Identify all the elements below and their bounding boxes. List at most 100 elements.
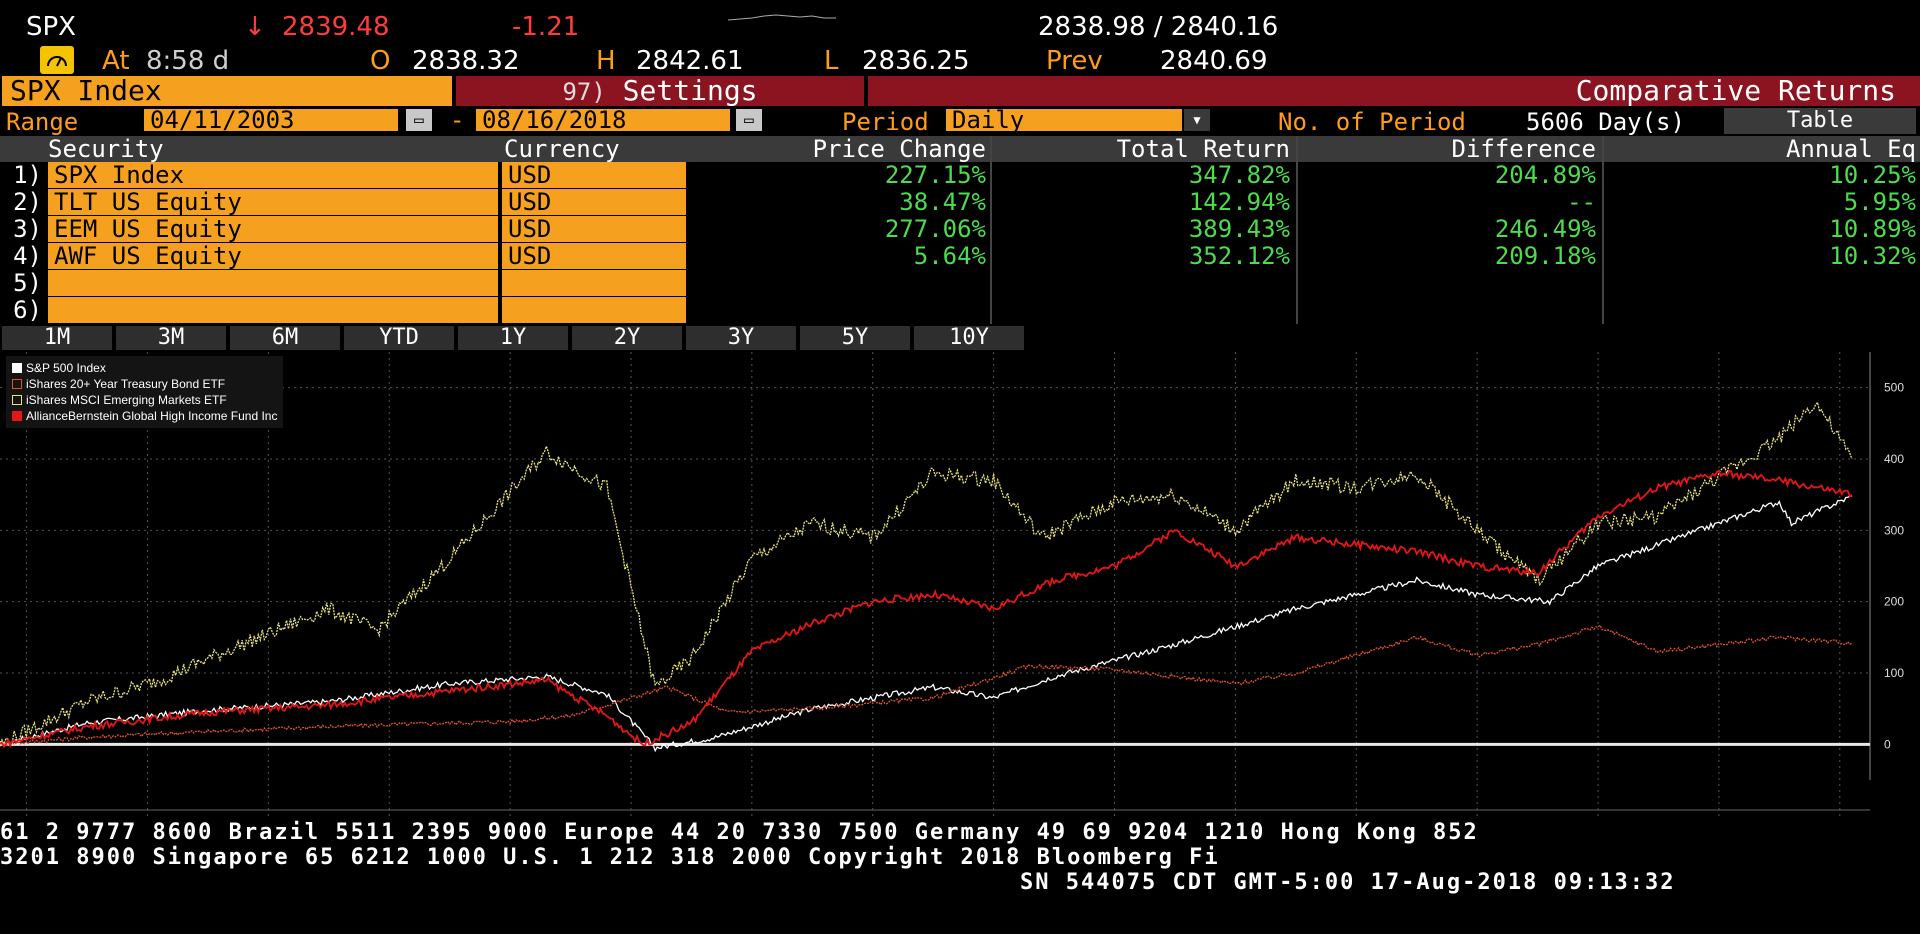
total-return-cell (994, 270, 1294, 296)
price-change-cell: 227.15% (884, 161, 986, 189)
start-calendar-icon[interactable]: ▭ (406, 109, 432, 131)
range-tab-2y[interactable]: 2Y (572, 326, 682, 350)
range-tab-ytd[interactable]: YTD (344, 326, 454, 350)
currency-input[interactable]: USD (502, 216, 686, 242)
price-change-cell: 38.47% (899, 188, 986, 216)
difference-cell: -- (1567, 188, 1596, 216)
security-input[interactable] (48, 297, 498, 323)
range-tab-3y[interactable]: 3Y (686, 326, 796, 350)
currency-input[interactable]: USD (502, 162, 686, 188)
annual-eq-cell: 10.32% (1829, 242, 1916, 270)
legend-label: iShares MSCI Emerging Markets ETF (26, 393, 227, 407)
series-line-2 (0, 624, 1853, 747)
quote-time: 8:58 d (146, 46, 230, 76)
row-number: 5) (13, 269, 42, 297)
y-tick-label: 200 (1884, 595, 1904, 609)
legend-swatch (12, 363, 22, 373)
security-input[interactable]: SPX Index (48, 162, 498, 188)
range-dash: - (450, 106, 465, 134)
y-tick-label: 300 (1884, 523, 1904, 537)
row-number: 1) (13, 161, 42, 189)
range-label: Range (6, 108, 79, 136)
annual-eq-cell (1604, 297, 1920, 323)
low-value: 2836.25 (862, 46, 970, 76)
start-date-input[interactable]: 04/11/2003 (144, 108, 398, 132)
col-divider (1602, 136, 1604, 324)
security-input[interactable]: TLT US Equity (48, 189, 498, 215)
security-input[interactable] (48, 270, 498, 296)
at-label: At (102, 46, 130, 76)
total-return-cell (994, 297, 1294, 323)
end-calendar-icon[interactable]: ▭ (736, 109, 762, 131)
col-divider (990, 136, 992, 324)
currency-input[interactable] (502, 270, 686, 296)
ticker-line-2: 3201 8900 Singapore 65 6212 1000 U.S. 1 … (0, 845, 1220, 870)
range-tab-5y[interactable]: 5Y (800, 326, 910, 350)
range-tab-1y[interactable]: 1Y (458, 326, 568, 350)
legend-label: S&P 500 Index (26, 361, 106, 375)
currency-input[interactable]: USD (502, 243, 686, 269)
legend-entry: AllianceBernstein Global High Income Fun… (12, 408, 277, 424)
bid-ask: 2838.98 / 2840.16 (1038, 12, 1279, 42)
legend-entry: iShares 20+ Year Treasury Bond ETF (12, 376, 277, 392)
col-price-change: Price Change (812, 135, 986, 163)
col-currency: Currency (504, 135, 620, 163)
col-divider (1296, 136, 1298, 324)
annual-eq-cell: 10.25% (1829, 161, 1916, 189)
row-number: 2) (13, 188, 42, 216)
settings-label: Settings (622, 74, 758, 107)
price-change-cell: 5.64% (913, 242, 986, 270)
prev-value: 2840.69 (1160, 46, 1268, 76)
row-number: 3) (13, 215, 42, 243)
col-total-return: Total Return (1116, 135, 1290, 163)
period-dropdown-icon[interactable]: ▼ (1184, 109, 1210, 131)
sparkline-icon (728, 14, 836, 21)
range-tab-6m[interactable]: 6M (230, 326, 340, 350)
range-tab-1m[interactable]: 1M (2, 326, 112, 350)
table-header (0, 136, 1920, 162)
legend-swatch (12, 379, 22, 389)
open-label: O (370, 46, 391, 76)
down-arrow-icon: ↓ (244, 12, 266, 42)
difference-cell (1298, 270, 1600, 296)
col-security: Security (48, 135, 164, 163)
settings-number: 97) (562, 78, 606, 106)
table-button[interactable]: Table (1724, 108, 1916, 134)
price-change: -1.21 (512, 12, 580, 42)
total-return-cell: 142.94% (1188, 188, 1290, 216)
y-tick-label: 400 (1884, 452, 1904, 466)
high-label: H (596, 46, 616, 76)
currency-input[interactable]: USD (502, 189, 686, 215)
annual-eq-cell: 10.89% (1829, 215, 1916, 243)
col-annual-eq: Annual Eq (1785, 135, 1916, 163)
high-value: 2842.61 (636, 46, 744, 76)
index-name-field[interactable]: SPX Index (2, 76, 452, 106)
period-label: Period (842, 108, 929, 136)
chart-legend: S&P 500 Index iShares 20+ Year Treasury B… (6, 356, 284, 428)
end-date-input[interactable]: 08/16/2018 (476, 108, 730, 132)
range-tab-3m[interactable]: 3M (116, 326, 226, 350)
ticker-symbol: SPX (26, 12, 76, 42)
low-label: L (824, 46, 839, 76)
legend-label: iShares 20+ Year Treasury Bond ETF (26, 377, 226, 391)
annual-eq-cell (1604, 270, 1920, 296)
range-tab-10y[interactable]: 10Y (914, 326, 1024, 350)
speedometer-icon[interactable] (40, 46, 74, 74)
col-difference: Difference (1451, 135, 1597, 163)
legend-entry: iShares MSCI Emerging Markets ETF (12, 392, 277, 408)
price-change-cell (690, 297, 990, 323)
difference-cell: 246.49% (1494, 215, 1596, 243)
total-return-cell: 347.82% (1188, 161, 1290, 189)
settings-button[interactable]: 97) Settings (456, 76, 864, 106)
price-change-cell (690, 270, 990, 296)
currency-input[interactable] (502, 297, 686, 323)
total-return-cell: 389.43% (1188, 215, 1290, 243)
security-input[interactable]: EEM US Equity (48, 216, 498, 242)
security-input[interactable]: AWF US Equity (48, 243, 498, 269)
open-value: 2838.32 (412, 46, 520, 76)
comparative-returns-chart: 0100200300400500200320042005200620072008… (0, 352, 1904, 820)
period-select[interactable]: Daily (946, 108, 1182, 132)
y-tick-label: 500 (1884, 381, 1904, 395)
difference-cell (1298, 297, 1600, 323)
y-tick-label: 0 (1884, 737, 1891, 751)
